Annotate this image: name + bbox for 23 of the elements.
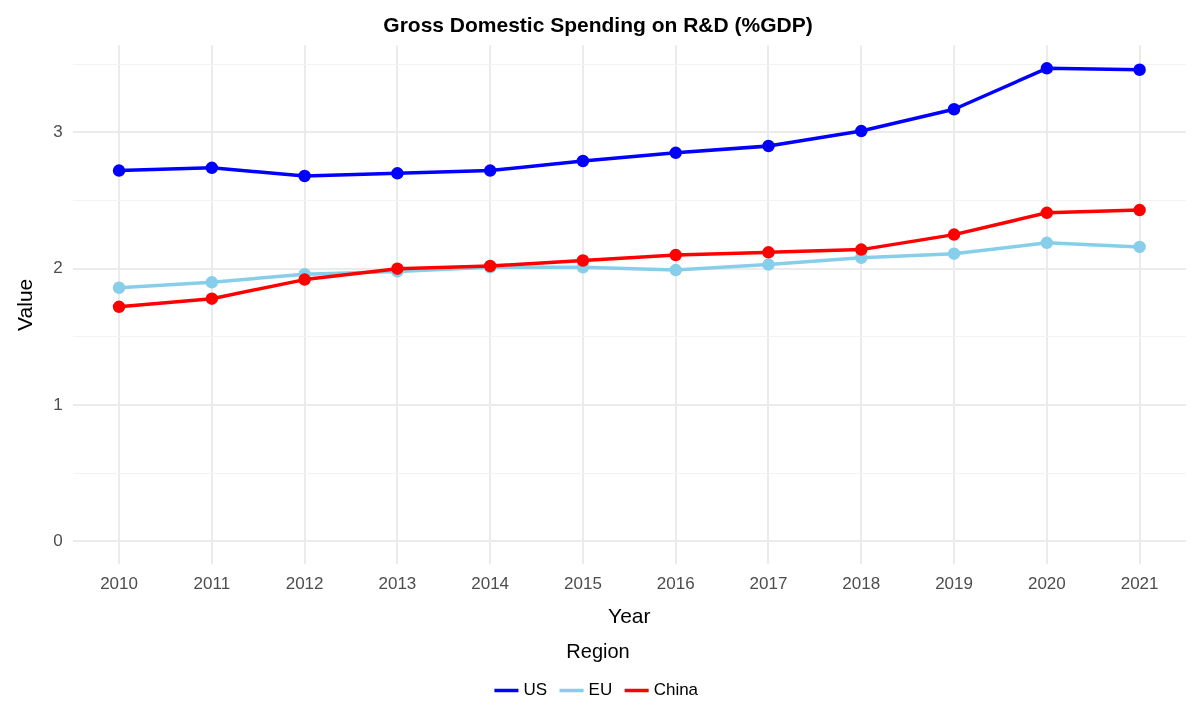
x-tick-label: 2011 <box>193 574 231 594</box>
y-tick-label: 1 <box>53 394 63 414</box>
legend-label: US <box>523 680 548 700</box>
x-tick-label: 2012 <box>285 574 324 594</box>
legend-label: EU <box>588 680 613 700</box>
x-tick-label: 2019 <box>935 574 973 594</box>
x-tick-label: 2015 <box>564 574 602 594</box>
y-tick-label: 2 <box>53 258 63 278</box>
x-tick-label: 2021 <box>1120 574 1159 594</box>
x-tick-label: 2010 <box>100 574 138 594</box>
x-tick-label: 2018 <box>842 574 881 594</box>
y-tick-label: 0 <box>53 530 63 550</box>
x-tick-label: 2016 <box>656 574 695 594</box>
x-tick-label: 2020 <box>1027 574 1066 594</box>
legend-title: Region <box>566 639 630 662</box>
y-tick-label: 3 <box>53 122 63 142</box>
x-axis-title: Year <box>608 604 651 628</box>
x-tick-label: 2017 <box>749 574 788 594</box>
x-tick-label: 2013 <box>378 574 417 594</box>
legend-label: China <box>653 680 699 700</box>
x-tick-label: 2014 <box>471 574 510 594</box>
chart-title: Gross Domestic Spending on R&D (%GDP) <box>383 13 813 37</box>
y-axis-title: Value <box>13 278 37 331</box>
